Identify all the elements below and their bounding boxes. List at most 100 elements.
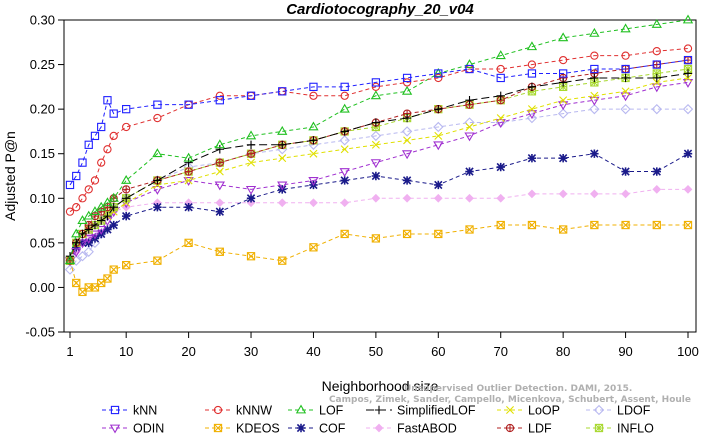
marker-star (215, 207, 225, 216)
marker-plus (374, 405, 384, 415)
marker-triangle (152, 148, 163, 158)
marker-plus (246, 140, 256, 149)
legend-label: LoOP (528, 404, 560, 418)
marker-square-star-cross (590, 78, 599, 87)
marker-circle (90, 176, 100, 185)
marker-square-star-cross (527, 87, 536, 96)
marker-square (153, 100, 162, 109)
marker-circle (590, 51, 599, 60)
x-tick-label: 70 (493, 344, 507, 359)
marker-diamond (682, 103, 694, 115)
marker-diamond (593, 404, 605, 416)
marker-x (506, 406, 514, 414)
marker-plus (121, 194, 131, 203)
marker-square-x (683, 220, 693, 230)
marker-square-x (246, 252, 256, 261)
marker-star (402, 176, 412, 185)
marker-triangle-down (589, 96, 600, 106)
marker-circle (153, 113, 162, 123)
legend-item-cof: COF (288, 422, 346, 434)
marker-circle-plus-cross (185, 167, 193, 176)
marker-square (652, 60, 661, 69)
series-lof (64, 14, 694, 265)
marker-circle (213, 405, 223, 415)
x-tick-label: 30 (244, 344, 258, 359)
legend-item-lof: LOF (288, 404, 344, 418)
marker-triangle (370, 90, 382, 100)
marker-plus (434, 104, 443, 114)
y-tick-label: 0.05 (30, 235, 55, 250)
marker-x (184, 176, 193, 185)
x-tick-label: 100 (677, 344, 699, 359)
marker-circle (683, 44, 693, 53)
marker-triangle (295, 404, 307, 414)
marker-circle (621, 51, 630, 60)
marker-triangle (339, 103, 350, 113)
marker-triangle-down (464, 132, 475, 142)
marker-square-x-cross (109, 265, 118, 274)
x-tick-label: 40 (306, 344, 320, 359)
legend-label: kNN (133, 404, 157, 418)
marker-diamond-filled (558, 189, 568, 199)
marker-diamond-filled (374, 423, 384, 433)
marker-triangle-down (526, 110, 538, 120)
marker-diamond-filled (621, 189, 630, 199)
watermark-line-1: Campos, Zimek, Sander, Campello, Micenko… (329, 395, 691, 405)
marker-square-x-cross (684, 221, 692, 230)
marker-square-x (213, 423, 223, 433)
marker-triangle (108, 192, 119, 202)
marker-star (184, 203, 193, 212)
legend-item-fastabod: FastABOD (366, 422, 457, 434)
marker-x (403, 136, 412, 145)
marker-square-x (652, 220, 661, 230)
series-line (69, 59, 689, 186)
marker-square-x (103, 274, 112, 283)
y-tick-label: 0.25 (30, 57, 55, 72)
marker-triangle-down (620, 92, 631, 102)
marker-square (371, 78, 381, 87)
marker-diamond-filled (309, 198, 318, 208)
marker-x (621, 87, 630, 96)
series-simplifiedlof (65, 69, 693, 261)
marker-triangle-down (83, 234, 94, 244)
marker-plus (109, 203, 118, 212)
x-tick-label: 20 (181, 344, 195, 359)
marker-square-x (621, 220, 630, 230)
marker-square (90, 131, 100, 141)
marker-x (527, 105, 536, 114)
marker-diamond-filled (277, 198, 287, 208)
series-line (69, 188, 688, 261)
legend: kNN kNNW LOF SimplifiedLOF LoOP LDOF ODIN KDEOS… (102, 404, 654, 434)
marker-x (340, 145, 349, 154)
y-tick-label: 0.15 (30, 146, 55, 161)
marker-diamond-filled (589, 189, 599, 199)
marker-square-star-cross (684, 65, 692, 74)
marker-square-x-cross (621, 221, 630, 230)
marker-square (590, 64, 599, 74)
marker-square (184, 100, 193, 109)
legend-item-odin: ODIN (102, 422, 164, 434)
marker-star (465, 167, 474, 176)
marker-triangle-down (370, 159, 382, 169)
marker-diamond (526, 112, 538, 124)
marker-square-x (559, 225, 568, 234)
series-knnw (65, 44, 693, 216)
marker-square (72, 171, 81, 181)
marker-diamond (589, 103, 600, 115)
marker-plus (558, 78, 568, 87)
marker-triangle-down (308, 177, 319, 186)
marker-square (65, 180, 75, 190)
marker-square (527, 69, 537, 78)
marker-triangle (71, 228, 82, 238)
marker-circle (371, 82, 381, 92)
marker-plus (278, 140, 287, 149)
marker-square-x-cross (214, 424, 222, 432)
marker-square-x-cross (527, 221, 536, 230)
marker-square (434, 69, 443, 78)
marker-diamond-filled (215, 198, 225, 208)
series-knn (65, 55, 693, 190)
marker-diamond-filled (683, 184, 693, 194)
marker-square (496, 73, 505, 83)
marker-square (621, 64, 630, 74)
marker-diamond (83, 246, 94, 257)
